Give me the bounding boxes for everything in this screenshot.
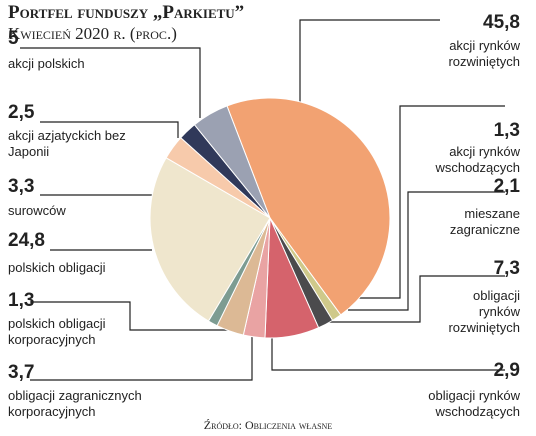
- category-label: akcji polskich: [8, 56, 85, 71]
- value-label: 2,9: [493, 360, 520, 381]
- leader-line: [325, 275, 505, 323]
- value-label: 2,5: [8, 102, 35, 123]
- leader-line: [30, 334, 253, 381]
- value-label: 1,3: [493, 120, 520, 141]
- chart-title: Portfel funduszy „Parkietu”: [8, 2, 245, 23]
- value-label: 2,1: [493, 176, 520, 197]
- chart-subtitle: Kwiecień 2020 r. (proc.): [8, 24, 177, 43]
- leader-line: [20, 47, 201, 118]
- category-label: obligacji rynków wschodzących: [428, 388, 520, 419]
- value-label: 45,8: [483, 12, 520, 33]
- category-label: mieszane zagraniczne: [449, 206, 520, 237]
- value-label: 5: [8, 28, 19, 49]
- category-label: obligacji zagranicznych korporacyjnych: [8, 388, 142, 419]
- category-label: surowców: [8, 203, 66, 218]
- leader-line: [348, 105, 505, 299]
- value-label: 7,3: [493, 258, 520, 279]
- pie-slice: [226, 97, 391, 316]
- pie-slice: [149, 157, 271, 322]
- category-label: polskich obligacji korporacyjnych: [8, 316, 106, 347]
- value-label: 3,3: [8, 176, 35, 197]
- leader-line: [271, 336, 505, 371]
- source: Źródło: Obliczenia własne: [203, 418, 333, 432]
- category-label: polskich obligacji: [8, 260, 106, 275]
- category-label: akcji rynków wschodzących: [435, 144, 520, 175]
- leader-line: [348, 191, 505, 311]
- value-label: 24,8: [8, 230, 45, 251]
- pie-slice: [193, 105, 271, 219]
- leader-line: [40, 121, 179, 138]
- category-label: akcji azjatyckich bez Japonii: [8, 128, 126, 159]
- leader-line: [299, 19, 440, 104]
- category-label: akcji rynków rozwiniętych: [448, 38, 520, 69]
- value-label: 1,3: [8, 290, 35, 311]
- category-label: obligacji rynków rozwiniętych: [448, 288, 520, 335]
- value-label: 3,7: [8, 362, 35, 383]
